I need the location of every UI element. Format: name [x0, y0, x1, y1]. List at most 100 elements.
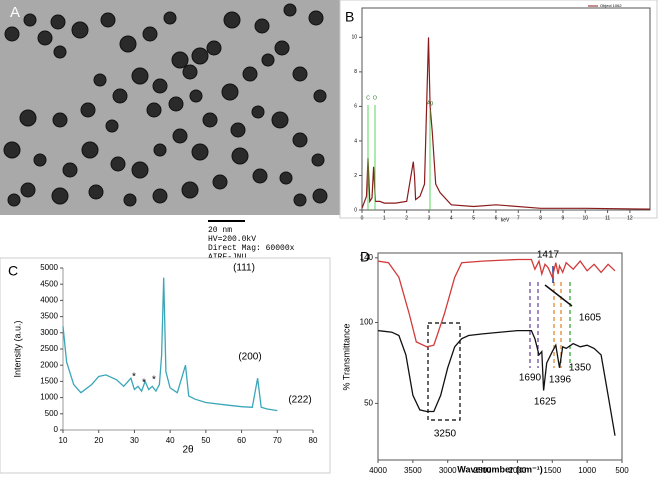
particle — [153, 143, 167, 157]
particle — [308, 10, 324, 26]
particle — [171, 51, 189, 69]
x-tick-label: 1000 — [578, 466, 596, 475]
panel-label: C — [8, 263, 18, 279]
x-tick-label: 30 — [130, 436, 139, 445]
particle — [81, 141, 99, 159]
particle — [93, 73, 107, 87]
particle — [182, 64, 198, 80]
x-tick-label: 11 — [605, 215, 610, 221]
ftir-guides — [427, 266, 573, 421]
particle — [131, 161, 149, 179]
particle — [181, 181, 199, 199]
particle — [20, 182, 36, 198]
x-tick-label: 0 — [361, 215, 364, 221]
annotation: C — [366, 95, 370, 101]
particle — [80, 102, 96, 118]
particle — [4, 26, 20, 42]
particle — [52, 112, 68, 128]
y-tick-label: 6 — [354, 104, 357, 110]
x-tick-label: 10 — [59, 436, 68, 445]
annotation: * — [142, 378, 146, 389]
y-tick-label: 1500 — [40, 377, 58, 386]
dashed-box — [427, 322, 461, 421]
particle — [251, 105, 265, 119]
annotation: * — [152, 375, 156, 386]
particle — [230, 122, 246, 138]
y-tick-label: 4 — [354, 138, 357, 144]
y-tick-label: 2000 — [40, 360, 58, 369]
particle — [152, 78, 168, 94]
particle — [163, 11, 177, 25]
plot-frame — [377, 252, 623, 461]
x-axis-label: 2θ — [182, 445, 194, 456]
series-line — [377, 258, 616, 348]
x-tick-label: 6 — [495, 215, 498, 221]
particle — [223, 11, 241, 29]
x-tick-label: 50 — [201, 436, 210, 445]
y-axis-label: % Transmittance — [341, 323, 351, 390]
annotation: 1625 — [534, 397, 557, 408]
x-tick-label: 2500 — [474, 466, 492, 475]
particle — [311, 153, 325, 167]
particle — [242, 66, 258, 82]
y-tick-label: 0 — [354, 207, 357, 213]
particle — [37, 30, 53, 46]
y-tick-label: 0 — [54, 425, 59, 434]
particle — [62, 162, 78, 178]
x-axis-label: keV — [501, 217, 510, 223]
particle — [172, 128, 188, 144]
x-tick-label: 20 — [94, 436, 103, 445]
particle — [212, 174, 228, 190]
particle — [51, 187, 69, 205]
particle — [168, 96, 184, 112]
particle — [189, 89, 203, 103]
particle — [23, 13, 37, 27]
x-tick-label: 9 — [562, 215, 565, 221]
annotation: 1396 — [549, 375, 572, 386]
y-tick-label: 1000 — [40, 393, 58, 402]
legend-label: Object 1062 — [600, 3, 622, 8]
annotation: 1605 — [579, 313, 602, 324]
particle — [123, 193, 137, 207]
y-tick-label: 100 — [360, 318, 374, 327]
panel-label: A — [10, 4, 20, 21]
x-tick-label: 60 — [237, 436, 246, 445]
particle — [100, 12, 116, 28]
x-tick-label: 70 — [273, 436, 282, 445]
x-tick-label: 1 — [383, 215, 386, 221]
y-tick-label: 5000 — [40, 263, 58, 272]
particle — [33, 153, 47, 167]
x-tick-label: 10 — [582, 215, 588, 221]
x-tick-label: 2 — [405, 215, 408, 221]
y-tick-label: 4500 — [40, 279, 58, 288]
particle — [191, 47, 209, 65]
annotation: 1350 — [569, 363, 592, 374]
particle — [206, 40, 222, 56]
annotation: O — [373, 95, 377, 101]
arrow — [544, 284, 573, 307]
y-tick-label: 2 — [354, 173, 357, 179]
x-tick-label: 12 — [627, 215, 633, 221]
x-tick-label: 1500 — [543, 466, 561, 475]
particle — [292, 66, 308, 82]
annotation: 3250 — [434, 429, 457, 440]
y-tick-label: 8 — [354, 69, 357, 75]
particle — [3, 141, 21, 159]
annotation: (111) — [233, 263, 255, 274]
particle — [254, 18, 270, 34]
particle — [279, 171, 293, 185]
particle — [202, 112, 218, 128]
particle — [50, 14, 66, 30]
annotation: Ag — [427, 100, 433, 106]
series-line — [361, 37, 651, 210]
particle — [146, 102, 162, 118]
x-tick-label: 3000 — [439, 466, 457, 475]
particle — [191, 143, 209, 161]
particle — [231, 147, 249, 165]
particle — [271, 111, 289, 129]
x-tick-label: 4000 — [369, 466, 387, 475]
x-tick-label: 3500 — [404, 466, 422, 475]
x-tick-label: 8 — [539, 215, 542, 221]
x-tick-label: 40 — [166, 436, 175, 445]
